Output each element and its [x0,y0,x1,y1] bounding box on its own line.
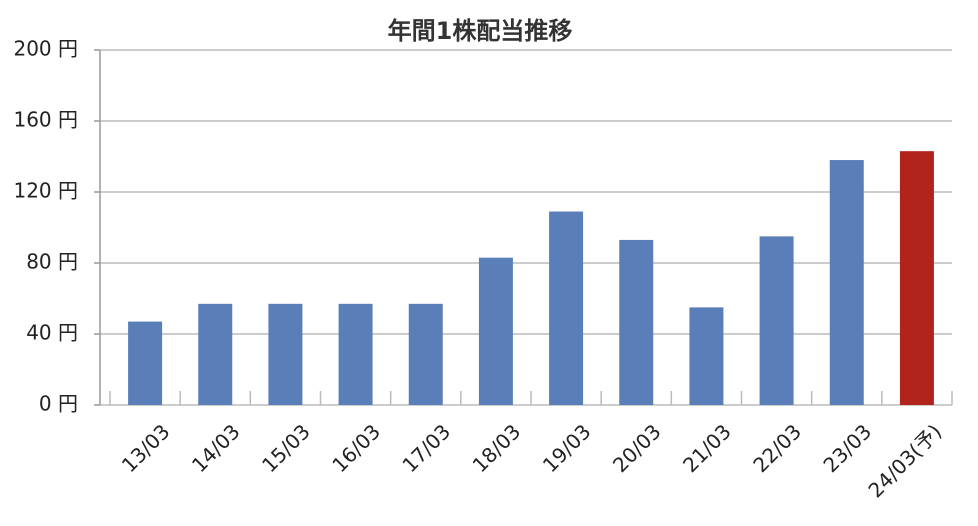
x-tick-label: 19/03 [538,419,596,477]
chart-title: 年間1株配当推移 [388,17,573,45]
x-tick-label: 17/03 [397,419,455,477]
bar [198,303,233,405]
bar [338,303,373,405]
x-tick-label: 13/03 [117,419,175,477]
x-tick-label: 20/03 [608,419,666,477]
x-tick-label: 16/03 [327,419,385,477]
bar [268,303,303,405]
y-tick-label: 160 円 [13,108,78,132]
bar [689,307,724,405]
x-tick-label: 23/03 [818,419,876,477]
bar [829,160,864,405]
x-tick-label: 15/03 [257,419,315,477]
bar [619,239,654,405]
bar [549,211,584,405]
bar [478,257,513,405]
x-tick-label: 21/03 [678,419,736,477]
y-tick-label: 120 円 [13,179,78,203]
y-tick-label: 80 円 [26,250,78,274]
bar [408,303,443,405]
bar [128,321,163,405]
y-tick-label: 200 円 [13,37,78,61]
x-tick-label: 18/03 [468,419,526,477]
y-tick-label: 0 円 [39,392,78,416]
x-tick-label: 24/03(予) [863,419,946,502]
x-tick-label: 22/03 [748,419,806,477]
y-tick-label: 40 円 [26,321,78,345]
bar [899,151,934,405]
bar [759,236,794,405]
x-tick-label: 14/03 [187,419,245,477]
